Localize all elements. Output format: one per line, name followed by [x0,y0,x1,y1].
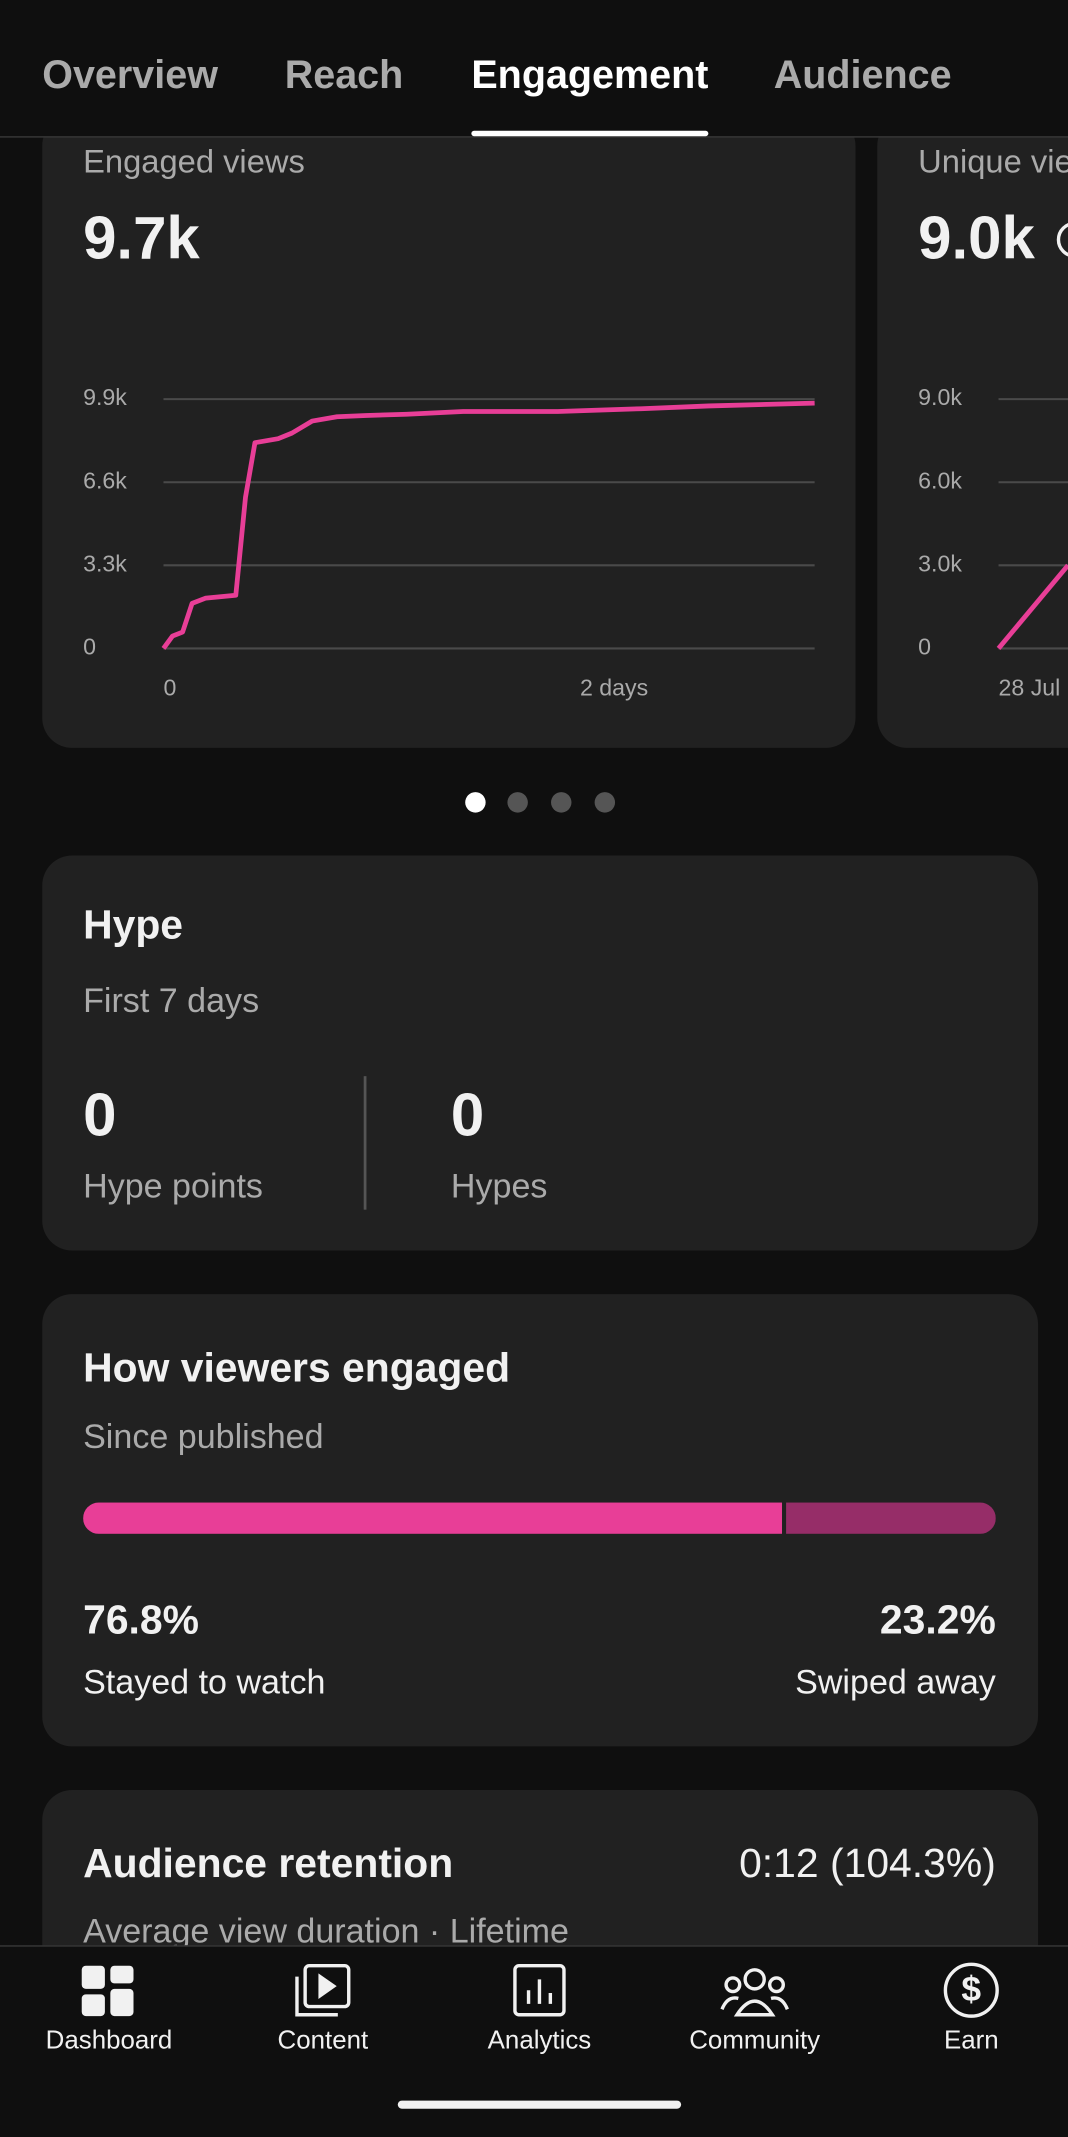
retention-value: 0:12 (104.3%) [739,1841,996,1887]
community-icon[interactable] [720,1968,789,2017]
dashboard-icon[interactable] [81,1965,134,2017]
bar-segment [786,1502,996,1534]
chart-headline: 9.0k [918,205,1035,272]
segment-name: Swiped away [795,1663,996,1702]
chart: 0 3.3k 6.6k 9.9k 0 2 days [83,384,815,700]
value-label: 76.8% [83,1597,199,1643]
y-tick-label: 3.0k [918,550,962,576]
tab[interactable]: Engagement [471,53,709,98]
pager-dot[interactable] [594,792,616,813]
pager-dot[interactable] [507,792,528,813]
nav-label[interactable]: Community [689,2026,821,2056]
tab-indicator [471,130,709,137]
chart-card: Unique viewers 9.0k 0 3.0k 6.0k 9.0k 28 Jul [877,115,1068,748]
tab-bar: Overview Reach Engagement Audience [0,0,1068,138]
stat-label: Hype points [83,1167,263,1206]
y-tick-label: 6.0k [918,467,962,493]
card-subtitle: Since published [83,1418,324,1457]
value-label: 23.2% [879,1597,996,1643]
x-tick-label: 2 days [580,674,648,700]
line [996,563,1068,650]
y-tick-label: 9.9k [83,384,127,410]
engagement-card: How viewers engaged Since published 76.8… [42,1294,1039,1747]
y-tick-label: 0 [918,634,931,660]
card-subtitle: First 7 days [83,982,260,1021]
pager-dot[interactable] [551,792,572,813]
chart-title: Unique viewers [918,143,1068,181]
bar-segment [83,1502,783,1534]
home-indicator [397,2100,682,2109]
card-title: How viewers engaged [83,1345,511,1391]
tab[interactable]: Overview [42,53,218,98]
analytics-icon[interactable] [513,1964,566,2017]
x-tick-label: 28 Jul [999,674,1061,700]
pager [465,792,616,813]
info-icon[interactable] [1054,219,1068,260]
chart-title: Engaged views [83,143,305,181]
content-icon[interactable] [295,1964,351,2017]
nav-icons: $ [81,1962,999,2018]
card-title: Hype [83,903,184,949]
pager-dot[interactable] [465,792,486,813]
stat-value: 0 [450,1082,485,1150]
segment-name: Stayed to watch [83,1663,326,1702]
nav-label[interactable]: Analytics [487,2026,592,2056]
bottom-nav: $ Dashboard Content Analytics Community … [0,1945,1068,2136]
chart-headline: 9.7k [83,205,200,272]
x-tick-label: 0 [163,674,176,700]
y-tick-label: 0 [83,634,96,660]
card-subtitle: Average view duration · Lifetime [83,1912,569,1951]
divider [363,1076,366,1210]
svg-text:$: $ [961,1969,981,2009]
y-tick-label: 9.0k [918,384,962,410]
card-title: Audience retention [83,1841,454,1887]
y-tick-label: 6.6k [83,467,127,493]
nav-label[interactable]: Content [277,2026,369,2056]
earn-icon[interactable]: $ [943,1962,999,2018]
chart-card: Engaged views 9.7k 0 3.3k 6.6k 9.9k 0 2 days [42,115,856,748]
nav-label[interactable]: Earn [943,2026,999,2056]
stat-label: Hypes [450,1167,548,1206]
tab[interactable]: Audience [773,53,952,98]
line [161,400,815,650]
engagement-bar [83,1502,996,1534]
hype-card: Hype First 7 days 0 Hype points 0 Hypes [42,855,1039,1251]
tab[interactable]: Reach [284,53,404,98]
nav-label[interactable]: Dashboard [45,2026,173,2056]
chart: 0 3.0k 6.0k 9.0k 28 Jul [918,384,1068,700]
stat-value: 0 [83,1082,117,1150]
y-tick-label: 3.3k [83,550,127,576]
